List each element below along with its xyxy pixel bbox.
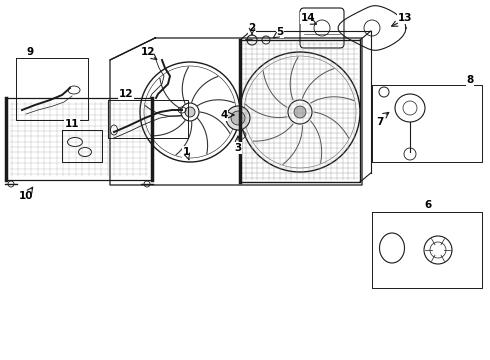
Text: 10: 10 [19,191,33,201]
Text: 13: 13 [398,13,412,23]
Text: 8: 8 [466,75,474,85]
Text: 12: 12 [119,89,133,99]
Text: 2: 2 [248,23,256,33]
Circle shape [226,106,250,130]
Text: 11: 11 [65,119,79,129]
Text: 4: 4 [220,110,228,120]
Circle shape [294,106,306,118]
Text: 14: 14 [301,13,315,23]
Text: 12: 12 [141,47,155,57]
Circle shape [185,107,195,117]
Text: 5: 5 [276,27,284,37]
Text: 6: 6 [424,200,432,210]
Text: 7: 7 [376,117,384,127]
Text: 3: 3 [234,143,242,153]
Circle shape [231,111,245,125]
Text: 1: 1 [182,147,190,157]
Text: 9: 9 [26,47,33,57]
